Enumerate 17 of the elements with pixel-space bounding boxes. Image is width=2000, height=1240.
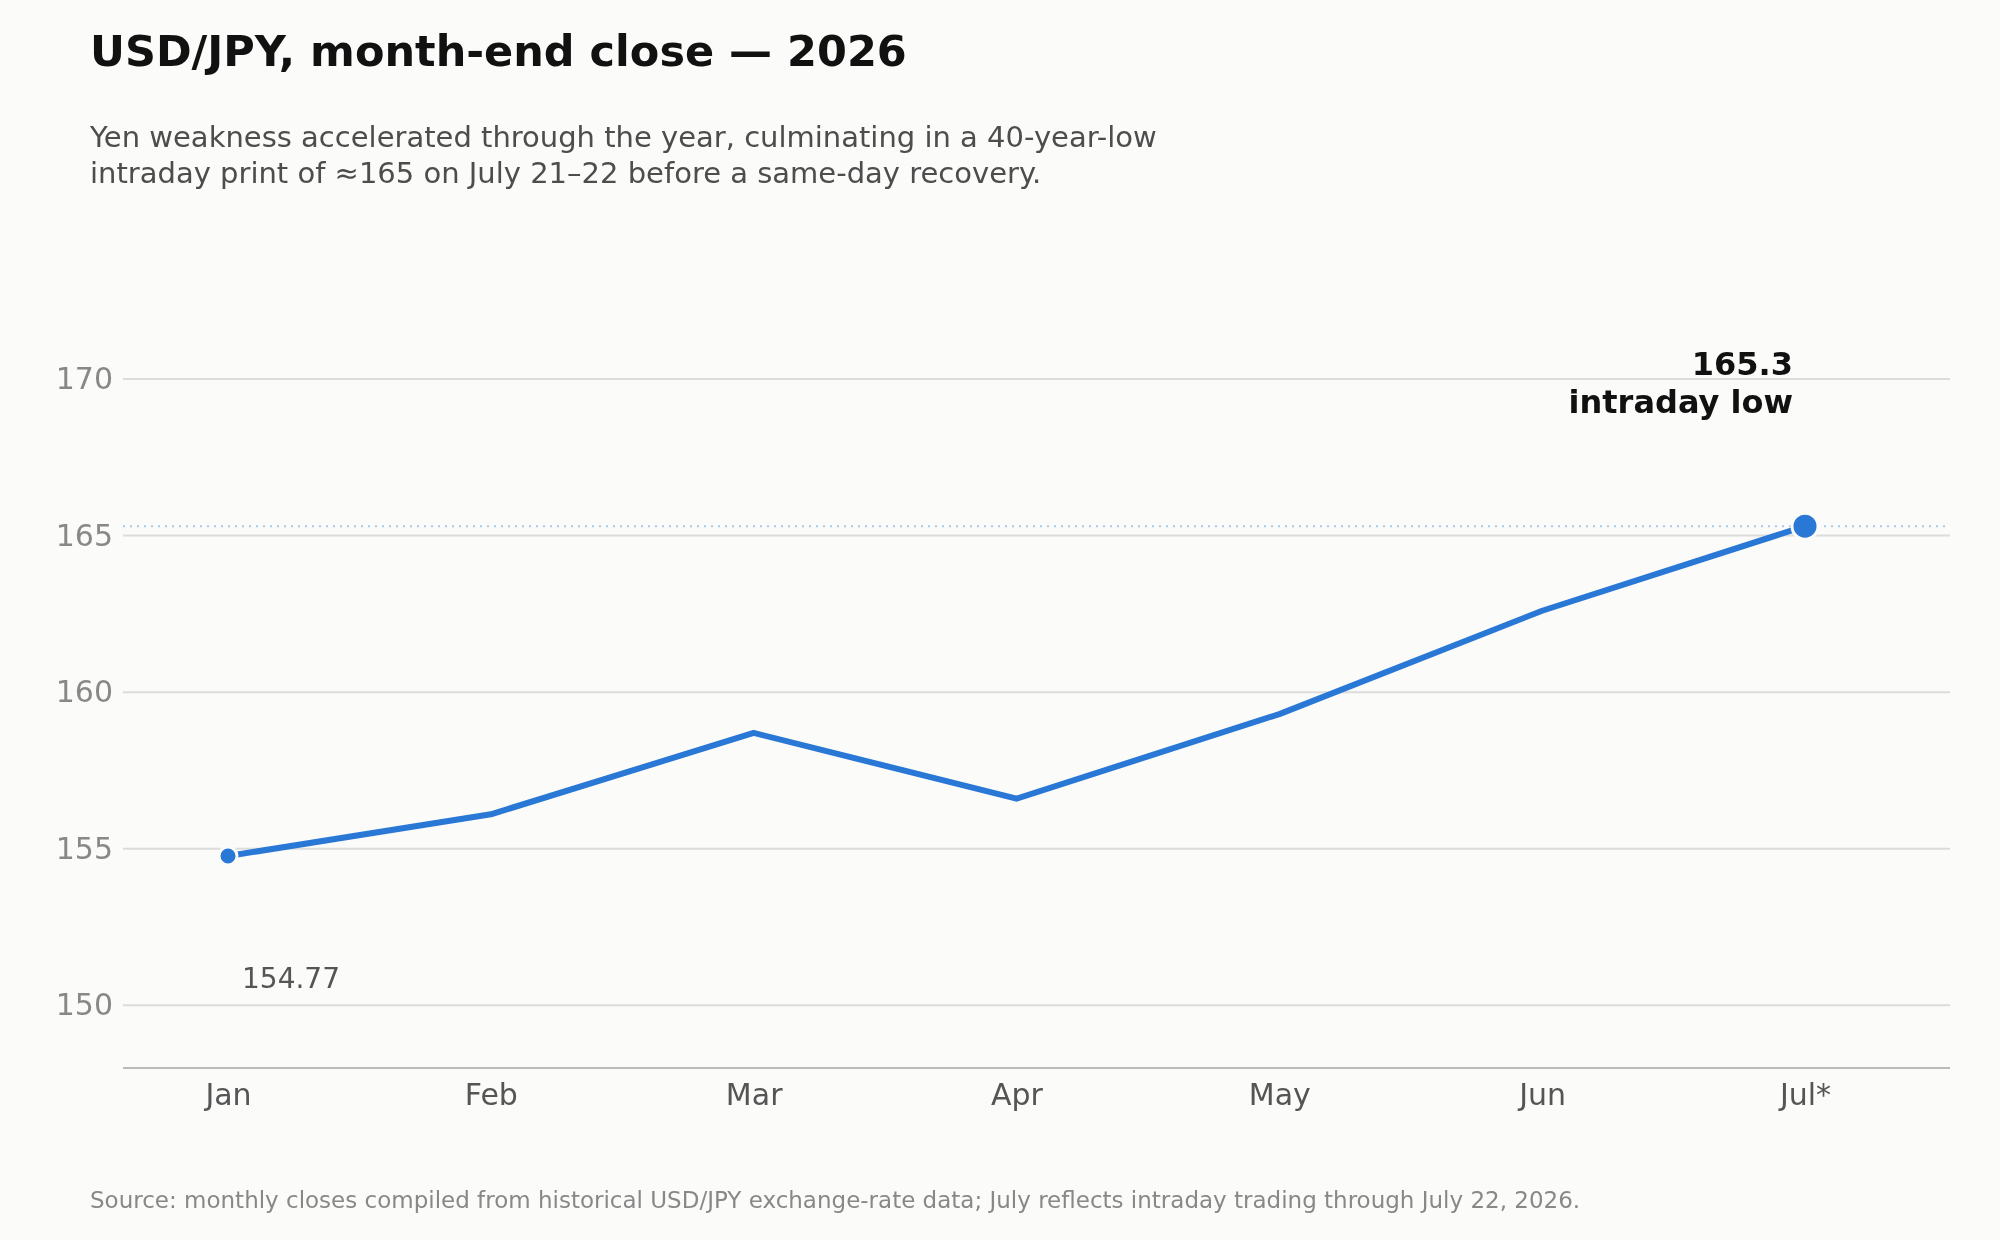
y-tick-label: 165 [55, 517, 113, 553]
x-tick-label: Jul* [1777, 1077, 1832, 1113]
chart-subtitle: Yen weakness accelerated through the year, culminating in a 40-year-low intraday print of ≈165 on July 21–22 before a same-day recovery. [89, 120, 1157, 190]
chart-title: USD/JPY, month-end close — 2026 [90, 26, 907, 76]
y-tick-label: 170 [55, 361, 113, 397]
y-tick-label: 160 [55, 674, 113, 710]
x-tick-label: Apr [991, 1077, 1044, 1113]
x-tick-label: Jan [203, 1077, 252, 1113]
x-tick-label: Feb [464, 1077, 518, 1113]
y-tick-label: 155 [55, 830, 113, 866]
y-tick-label: 150 [55, 987, 113, 1023]
x-tick-label: Mar [725, 1077, 784, 1113]
annotation: 165.3 intraday low [1568, 345, 1793, 422]
source-note: Source: monthly closes compiled from historical USD/JPY exchange-rate data; July reflects intraday trading through July 22, 2026. [90, 1187, 1581, 1213]
x-tick-label: Jun [1517, 1077, 1567, 1113]
x-tick-label: May [1248, 1077, 1311, 1113]
annotation: 154.77 [242, 961, 340, 995]
